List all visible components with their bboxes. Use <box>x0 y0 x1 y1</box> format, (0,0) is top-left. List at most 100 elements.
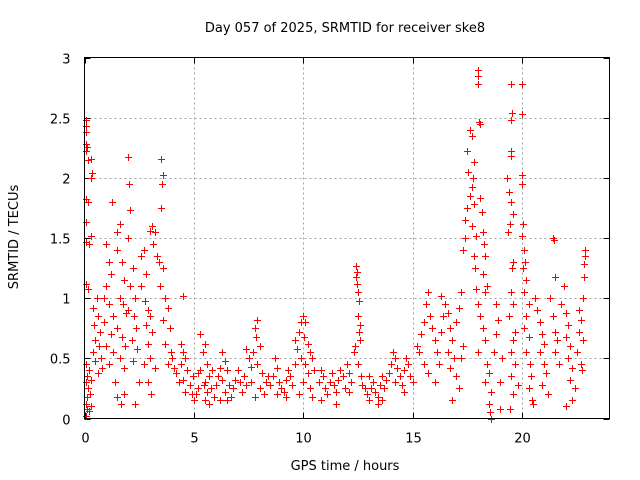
data-point <box>85 286 92 293</box>
data-point <box>580 337 587 344</box>
data-point <box>475 301 482 308</box>
data-point <box>580 295 587 302</box>
data-point <box>370 379 377 386</box>
data-point <box>302 319 309 326</box>
data-point <box>305 341 312 348</box>
data-point <box>114 325 121 332</box>
data-point <box>486 370 493 377</box>
data-point <box>469 184 476 191</box>
data-point <box>250 349 257 356</box>
data-point <box>458 289 465 296</box>
data-point <box>331 382 338 389</box>
data-point <box>471 201 478 208</box>
data-point <box>528 373 535 380</box>
x-tick-label: 20 <box>514 432 531 447</box>
data-point <box>541 341 548 348</box>
data-point <box>574 349 581 356</box>
data-point <box>403 355 410 362</box>
data-point <box>131 313 138 320</box>
data-point <box>222 358 229 365</box>
data-point <box>522 259 529 266</box>
data-point <box>456 385 463 392</box>
data-point <box>442 301 449 308</box>
data-point <box>581 274 588 281</box>
data-point <box>482 379 489 386</box>
data-point <box>118 401 125 408</box>
data-point <box>569 397 576 404</box>
data-point <box>142 298 149 305</box>
data-point <box>493 301 500 308</box>
data-point <box>89 170 96 177</box>
data-point <box>354 269 361 276</box>
data-point <box>561 283 568 290</box>
data-point <box>497 379 504 386</box>
y-tick-label: 2.5 <box>50 113 71 128</box>
data-point <box>112 379 119 386</box>
data-point <box>453 319 460 326</box>
data-point <box>324 391 331 398</box>
data-point <box>311 367 318 374</box>
data-point <box>465 169 472 176</box>
data-point <box>469 223 476 230</box>
data-point <box>301 334 308 341</box>
data-point <box>239 389 246 396</box>
data-point <box>206 373 213 380</box>
data-point <box>95 313 102 320</box>
data-point <box>193 391 200 398</box>
data-point <box>316 379 323 386</box>
data-point <box>509 110 516 117</box>
data-point <box>401 389 408 396</box>
data-point <box>510 337 517 344</box>
data-point <box>537 319 544 326</box>
data-point <box>94 295 101 302</box>
data-point <box>143 271 150 278</box>
data-point <box>438 329 445 336</box>
data-point <box>410 379 417 386</box>
data-point <box>534 307 541 314</box>
data-point <box>132 401 139 408</box>
data-point <box>530 401 537 408</box>
data-point <box>379 397 386 404</box>
data-point <box>532 295 539 302</box>
data-point <box>337 367 344 374</box>
data-point <box>421 319 428 326</box>
data-point <box>563 310 570 317</box>
data-point <box>138 253 145 260</box>
data-point <box>473 286 480 293</box>
data-point <box>567 377 574 384</box>
data-point <box>119 259 126 266</box>
data-point <box>505 229 512 236</box>
data-point <box>507 406 514 413</box>
data-point <box>381 385 388 392</box>
data-point <box>307 349 314 356</box>
data-point <box>352 343 359 350</box>
data-point <box>259 370 266 377</box>
data-point <box>204 389 211 396</box>
data-point <box>88 377 95 384</box>
data-point <box>552 329 559 336</box>
data-point <box>556 361 563 368</box>
data-point <box>356 298 363 305</box>
data-point <box>521 247 528 254</box>
data-point <box>473 233 480 240</box>
data-point <box>211 394 218 401</box>
data-point <box>91 322 98 329</box>
data-point <box>150 241 157 248</box>
data-point <box>130 265 137 272</box>
data-point <box>392 379 399 386</box>
data-point <box>197 331 204 338</box>
data-point <box>394 365 401 372</box>
data-point <box>88 233 95 240</box>
data-point <box>122 343 129 350</box>
data-point <box>543 370 550 377</box>
data-point <box>515 382 522 389</box>
data-point <box>329 370 336 377</box>
data-point <box>407 373 414 380</box>
data-point <box>572 385 579 392</box>
data-point <box>512 329 519 336</box>
data-point <box>484 361 491 368</box>
data-point <box>372 389 379 396</box>
data-point <box>510 301 517 308</box>
data-point <box>482 289 489 296</box>
data-point <box>158 205 165 212</box>
